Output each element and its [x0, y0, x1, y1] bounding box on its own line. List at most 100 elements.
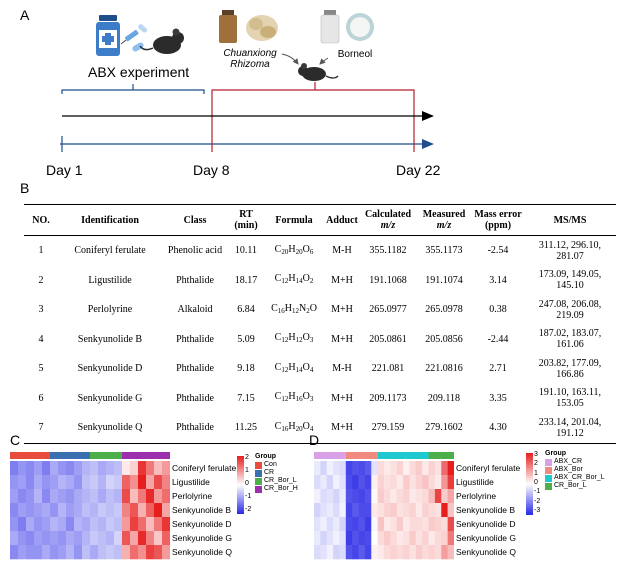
heatmap-cell — [403, 545, 410, 560]
heatmap-cell — [447, 489, 454, 504]
column-header: RT (min) — [228, 204, 264, 236]
herb-icons — [219, 10, 278, 43]
heatmap-cell — [58, 517, 67, 532]
heatmap-cell — [409, 475, 417, 490]
color-scale-tick: 0 — [245, 480, 249, 487]
heatmap-cell — [352, 545, 359, 560]
heatmap-cell — [42, 531, 51, 546]
heatmap-cell — [358, 489, 366, 504]
table-cell: -2.44 — [487, 333, 509, 345]
column-header: Identification — [58, 204, 162, 236]
heatmap-cell — [122, 531, 131, 546]
heatmap-row-label: Senkyunolide B — [172, 505, 232, 515]
heatmap-cell — [130, 489, 139, 504]
heatmap-cell — [106, 503, 115, 518]
heatmap-cell — [409, 531, 417, 546]
table-cell: C16H12N2O — [271, 302, 317, 315]
heatmap-cell — [122, 489, 131, 504]
heatmap-cell — [66, 517, 75, 532]
heatmap-cell — [130, 531, 139, 546]
heatmap-cell — [352, 503, 359, 518]
heatmap-cell — [358, 517, 366, 532]
heatmap-cell — [403, 461, 410, 476]
color-scale-tick: -3 — [534, 507, 541, 514]
heatmap-cell — [422, 517, 429, 532]
heatmap-cell — [314, 531, 321, 546]
table-cell: M+H — [331, 274, 353, 286]
heatmap-cell — [26, 545, 35, 560]
table-cell: 279.159 — [360, 413, 416, 444]
heatmap-cell — [154, 461, 163, 476]
heatmap-cell — [50, 461, 59, 476]
table-cell: M+H — [331, 304, 353, 316]
heatmap-cell — [320, 503, 328, 518]
heatmap-cell — [50, 545, 59, 560]
column-header: Mass error (ppm) — [472, 204, 524, 236]
heatmap-cell — [130, 545, 139, 560]
heatmap-cell — [98, 475, 107, 490]
heatmap-cell — [82, 461, 91, 476]
legend-swatch — [545, 459, 552, 466]
heatmap-cell — [371, 545, 378, 560]
group-annotation-bar — [90, 452, 122, 459]
table-cell: C16H20O4 — [264, 413, 324, 444]
heatmap-cell — [58, 503, 67, 518]
table-cell: Senkyunolide G — [77, 392, 143, 404]
table-cell: C12H14O4 — [274, 361, 314, 374]
heatmap-cell — [122, 517, 131, 532]
heatmap-cell — [428, 531, 436, 546]
color-scale-tick: 2 — [245, 454, 249, 461]
table-cell: Coniferyl ferulate — [74, 245, 146, 257]
abx-icons — [96, 15, 184, 56]
heatmap-row-label: Perlolyrine — [456, 491, 497, 501]
table-cell: 265.0978 — [425, 304, 463, 316]
heatmap-cell — [18, 531, 27, 546]
heatmap-cell — [409, 489, 417, 504]
heatmap-cell — [90, 489, 99, 504]
heatmap-row-label: Perlolyrine — [172, 491, 213, 501]
heatmap-cell — [106, 475, 115, 490]
heatmap-cell — [364, 503, 372, 518]
heatmap-cell — [50, 517, 59, 532]
table-cell: 265.0977 — [369, 304, 407, 316]
heatmap-cell — [396, 545, 404, 560]
heatmap-cell — [138, 503, 147, 518]
legend-title: Group — [255, 453, 276, 460]
group-annotation-bar — [377, 452, 429, 459]
color-scale-tick: -2 — [245, 506, 252, 513]
heatmap-cell — [377, 461, 385, 476]
heatmap-cell — [339, 531, 347, 546]
heatmap-cell — [384, 531, 391, 546]
column-header: Calculated m/z — [360, 204, 416, 236]
color-scale-tick: -1 — [534, 488, 541, 496]
heatmap-cell — [345, 545, 353, 560]
abx-bracket — [61, 89, 205, 94]
heatmap-cell — [345, 489, 353, 504]
table-cell: 1 — [38, 245, 44, 257]
heatmap-cell — [34, 475, 43, 490]
table-cell: Phthalide — [176, 274, 214, 286]
heatmap-cell — [333, 531, 340, 546]
heatmap-cell — [26, 461, 35, 476]
legend-label: ABX_Bor — [554, 466, 583, 473]
color-scale-tick: -1 — [245, 493, 252, 500]
table-cell: 4 — [38, 333, 44, 345]
table-cell: 6.84 — [237, 304, 255, 316]
group-annotation-bar — [428, 452, 454, 459]
heatmap-cell — [18, 503, 27, 518]
day-label-8: Day 8 — [193, 162, 230, 178]
table-cell: Senkyunolide Q — [58, 413, 162, 444]
heatmap-cell — [333, 517, 340, 532]
heatmap-cell — [396, 531, 404, 546]
heatmap-cell — [377, 531, 385, 546]
timeline-lines — [60, 82, 434, 152]
heatmap-cell — [130, 517, 139, 532]
heatmap-cell — [42, 517, 51, 532]
heatmap-cell — [364, 461, 372, 476]
heatmap-cell — [66, 489, 75, 504]
heatmap-cell — [441, 517, 448, 532]
heatmap-cell — [90, 545, 99, 560]
heatmap-cell — [138, 461, 147, 476]
syringe-icon — [120, 29, 139, 45]
heatmap-cell — [26, 531, 35, 546]
